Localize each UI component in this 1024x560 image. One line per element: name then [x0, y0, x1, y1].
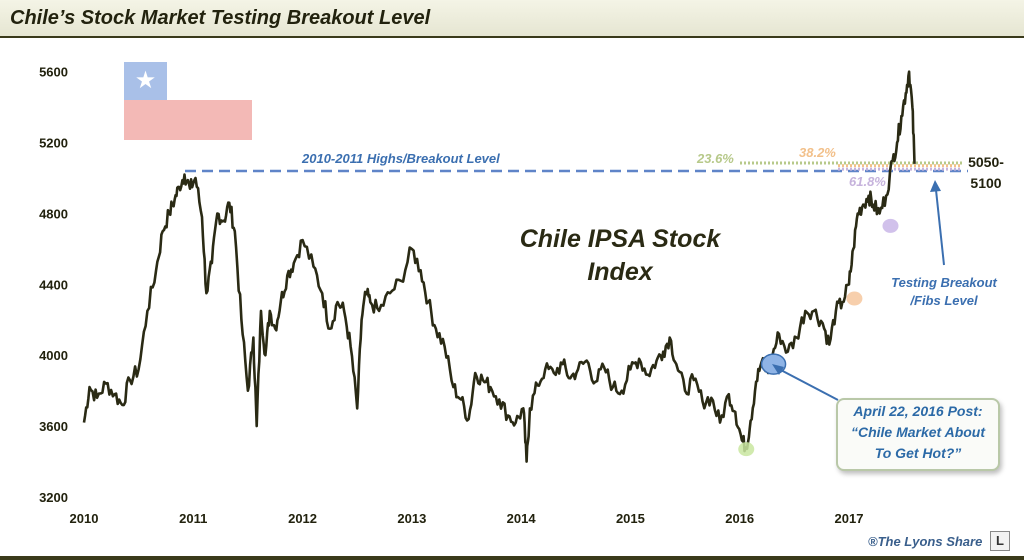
testing-label-line1: Testing Breakout [891, 275, 997, 290]
x-tick-label: 2011 [179, 511, 207, 526]
testing-arrow [935, 189, 945, 266]
bottom-rule [0, 556, 1024, 560]
star-icon: ★ [134, 67, 157, 94]
y-tick-label: 3200 [39, 490, 68, 505]
y-tick-layer: 3200 3600 4000 4400 4800 5200 5600 [39, 65, 68, 505]
chile-flag: ★ [124, 62, 252, 140]
y-tick-label: 3600 [39, 419, 68, 434]
y-tick-label: 5600 [39, 65, 68, 80]
x-tick-label: 2013 [397, 511, 426, 526]
y-tick-label: 4400 [39, 277, 68, 292]
callout-arrow [776, 367, 839, 401]
x-tick-label: 2017 [835, 511, 864, 526]
callout-line1: April 22, 2016 Post: [853, 403, 983, 419]
level-label-line2: 5100 [970, 175, 1001, 191]
flag-red-stripe [124, 100, 252, 140]
highlight-marker [846, 291, 863, 306]
chart-title: Chile’s Stock Market Testing Breakout Le… [10, 7, 431, 29]
breakout-label: 2010-2011 Highs/Breakout Level [301, 151, 500, 166]
flag-white-stripe [167, 62, 252, 100]
flag-blue-canton [124, 62, 167, 100]
index-label-line2: Index [587, 258, 653, 286]
post-callout: April 22, 2016 Post: “Chile Market About… [836, 398, 1000, 471]
testing-label-line2: /Fibs Level [909, 293, 978, 308]
y-tick-label: 4800 [39, 206, 68, 221]
callout-line3: To Get Hot?” [874, 445, 962, 461]
callout-arrow-head [772, 364, 784, 375]
testing-arrow-head [930, 180, 941, 192]
ipsa-price-line [82, 70, 916, 463]
highlight-marker [738, 442, 755, 457]
y-tick-label: 4000 [39, 348, 68, 363]
x-tick-label: 2015 [616, 511, 645, 526]
x-tick-layer: 2010 2011 2012 2013 2014 2015 2016 2017 [70, 511, 864, 526]
lyons-logo: L [990, 531, 1010, 551]
credit-text: ®The Lyons Share [868, 534, 983, 549]
x-tick-label: 2010 [70, 511, 99, 526]
x-tick-label: 2012 [288, 511, 317, 526]
callout-line2: “Chile Market About [850, 424, 986, 440]
y-tick-label: 5200 [39, 136, 68, 151]
fib-382-label: 38.2% [799, 145, 836, 160]
marker-layer [738, 218, 899, 457]
fib-618-label: 61.8% [849, 174, 886, 189]
highlight-marker [882, 218, 899, 233]
x-tick-label: 2014 [507, 511, 537, 526]
title-bar: Chile’s Stock Market Testing Breakout Le… [0, 0, 1024, 38]
index-label-line1: Chile IPSA Stock [520, 225, 722, 253]
x-tick-label: 2016 [725, 511, 754, 526]
level-label-line1: 5050- [968, 154, 1004, 170]
fib-236-label: 23.6% [696, 151, 734, 166]
